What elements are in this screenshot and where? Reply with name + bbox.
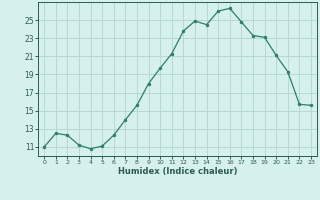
X-axis label: Humidex (Indice chaleur): Humidex (Indice chaleur) [118,167,237,176]
